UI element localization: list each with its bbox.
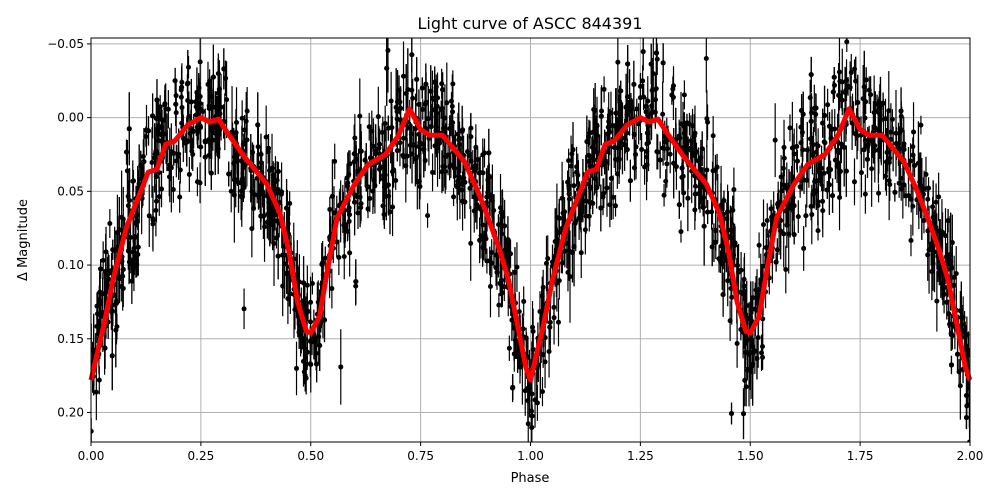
- data-point: [760, 323, 765, 370]
- data-point: [926, 177, 931, 199]
- x-tick-label: 2.00: [957, 449, 984, 463]
- data-point: [195, 167, 200, 196]
- data-point: [837, 71, 842, 91]
- data-point: [389, 72, 394, 130]
- data-point: [735, 319, 740, 368]
- data-point: [801, 226, 806, 271]
- data-point: [507, 335, 512, 360]
- data-point: [949, 356, 954, 374]
- data-point: [353, 259, 358, 303]
- data-point: [882, 5, 887, 38]
- data-point: [761, 199, 766, 249]
- data-point: [147, 185, 152, 247]
- data-point: [661, 43, 666, 82]
- data-point: [451, 188, 456, 206]
- data-point: [964, 406, 969, 429]
- data-point: [226, 161, 231, 186]
- data-point: [844, 32, 849, 52]
- data-point: [729, 403, 734, 425]
- x-tick-label: 0.75: [407, 449, 434, 463]
- data-point: [338, 329, 343, 404]
- y-tick-label: 0.15: [57, 332, 84, 346]
- x-tick-label: 0.00: [78, 449, 105, 463]
- data-point: [423, 63, 428, 104]
- data-point: [677, 191, 682, 219]
- data-point: [185, 50, 190, 116]
- y-tick-label: −0.05: [47, 37, 84, 51]
- data-point: [852, 158, 857, 205]
- data-point: [468, 206, 473, 281]
- data-point: [918, 116, 923, 135]
- data-point: [417, 174, 422, 200]
- data-point: [229, 170, 234, 212]
- data-point: [678, 220, 683, 242]
- data-point: [911, 102, 916, 161]
- x-tick-label: 1.25: [627, 449, 654, 463]
- data-point: [496, 293, 501, 317]
- data-point: [655, 44, 660, 76]
- data-point: [425, 203, 430, 227]
- data-point: [380, 123, 385, 141]
- data-point: [177, 181, 182, 212]
- data-point: [131, 170, 136, 191]
- data-point: [552, 291, 557, 345]
- data-point: [173, 82, 178, 125]
- y-tick-label: 0.05: [57, 184, 84, 198]
- data-point: [409, 37, 414, 72]
- data-point: [107, 209, 112, 238]
- data-point: [628, 160, 633, 202]
- y-tick-label: 0.00: [57, 111, 84, 125]
- x-tick-label: 0.50: [297, 449, 324, 463]
- x-tick-label: 1.75: [847, 449, 874, 463]
- y-tick-label: 0.20: [57, 406, 84, 420]
- data-point: [150, 199, 155, 249]
- data-point: [535, 385, 540, 421]
- data-point: [179, 67, 184, 108]
- data-point: [602, 76, 607, 102]
- data-point: [383, 106, 388, 142]
- data-point: [704, 24, 709, 92]
- data-point: [773, 103, 778, 177]
- data-point: [203, 128, 208, 185]
- data-point: [294, 342, 299, 395]
- x-axis-label: Phase: [511, 471, 550, 486]
- data-point: [892, 183, 897, 202]
- data-point: [521, 286, 526, 316]
- data-point: [430, 154, 435, 192]
- x-tick-label: 1.00: [517, 449, 544, 463]
- data-point: [654, 32, 659, 73]
- data-point: [510, 374, 515, 400]
- y-axis-label: Δ Magnitude: [16, 199, 31, 281]
- data-point: [876, 184, 881, 202]
- x-tick-label: 1.50: [737, 449, 764, 463]
- data-point: [149, 127, 154, 198]
- data-point: [887, 168, 892, 201]
- data-point: [863, 174, 868, 213]
- data-point: [906, 184, 911, 207]
- data-point: [731, 168, 736, 212]
- chart-title: Light curve of ASCC 844391: [417, 14, 642, 33]
- data-point: [809, 57, 814, 92]
- data-point: [796, 200, 801, 233]
- data-point: [704, 90, 709, 147]
- data-point: [803, 204, 808, 227]
- data-point: [186, 56, 191, 78]
- data-point: [173, 68, 178, 94]
- y-tick-label: 0.10: [57, 258, 84, 272]
- x-tick-label: 0.25: [188, 449, 215, 463]
- data-point: [242, 289, 247, 330]
- data-point: [837, 165, 842, 231]
- data-point: [187, 157, 192, 192]
- data-point: [124, 139, 129, 164]
- data-point: [782, 140, 787, 177]
- data-point: [671, 75, 676, 120]
- data-point: [787, 114, 792, 141]
- data-point: [705, 104, 710, 140]
